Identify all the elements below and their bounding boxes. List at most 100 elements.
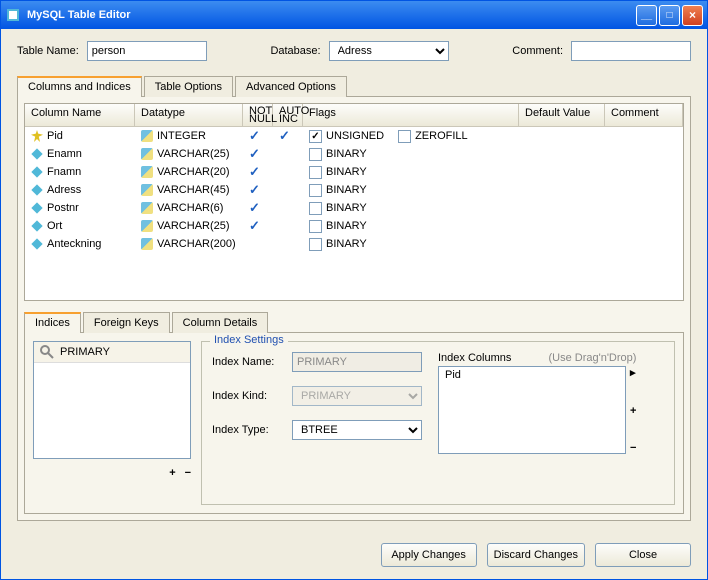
datatype-icon [141,220,153,232]
not-null-cell[interactable]: ✓ [243,182,273,198]
close-dialog-button[interactable]: Close [595,543,691,567]
index-type-label: Index Type: [212,424,284,436]
column-name-cell: Anteckning [47,238,101,250]
flag-label: BINARY [326,184,367,196]
column-name-cell: Postnr [47,202,79,214]
datatype-cell: VARCHAR(25) [157,220,230,232]
header-flags[interactable]: Flags [303,104,519,126]
header-datatype[interactable]: Datatype [135,104,243,126]
key-icon [31,130,43,142]
flags-cell: BINARY [303,148,519,161]
unsigned-checkbox[interactable] [309,130,322,143]
datatype-icon [141,148,153,160]
binary-checkbox[interactable] [309,184,322,197]
index-kind-select[interactable]: PRIMARY [292,386,422,406]
flag-label: BINARY [326,148,367,160]
sub-tabs: Indices Foreign Keys Column Details [24,311,684,333]
datatype-icon [141,130,153,142]
database-label: Database: [270,45,320,57]
index-list-item[interactable]: PRIMARY [34,342,190,363]
close-button[interactable]: × [682,5,703,26]
binary-checkbox[interactable] [309,238,322,251]
column-icon [31,238,42,249]
datatype-cell: VARCHAR(6) [157,202,223,214]
index-icon [40,345,54,359]
index-settings-title: Index Settings [210,334,288,346]
header-not-null[interactable]: NOT NULL [243,104,273,126]
dragdrop-hint: (Use Drag'n'Drop) [548,352,636,364]
subtab-indices[interactable]: Indices [24,312,81,333]
binary-checkbox[interactable] [309,166,322,179]
minimize-button[interactable]: __ [636,5,657,26]
subtab-foreign-keys[interactable]: Foreign Keys [83,312,170,333]
header-column-name[interactable]: Column Name [25,104,135,126]
datatype-icon [141,166,153,178]
table-row[interactable]: EnamnVARCHAR(25)✓BINARY [25,145,683,163]
table-name-input[interactable] [87,41,207,61]
flags-cell: BINARY [303,220,519,233]
flag-label: ZEROFILL [415,130,468,142]
header-auto-inc[interactable]: AUTO INC [273,104,303,126]
index-columns-box[interactable]: Pid [438,366,626,454]
tab-advanced-options[interactable]: Advanced Options [235,76,347,97]
not-null-cell[interactable]: ✓ [243,200,273,216]
index-name-input[interactable] [292,352,422,372]
move-right-button[interactable]: ▸ [630,366,636,379]
not-null-cell[interactable]: ✓ [243,164,273,180]
subtab-column-details[interactable]: Column Details [172,312,269,333]
table-row[interactable]: AdressVARCHAR(45)✓BINARY [25,181,683,199]
discard-changes-button[interactable]: Discard Changes [487,543,585,567]
indices-panel: PRIMARY + − Index Settings Index Name: [24,333,684,514]
datatype-icon [141,238,153,250]
maximize-button[interactable]: □ [659,5,680,26]
auto-inc-cell[interactable]: ✓ [273,128,303,144]
remove-index-button[interactable]: − [185,467,191,479]
table-row[interactable]: FnamnVARCHAR(20)✓BINARY [25,163,683,181]
index-column-item[interactable]: Pid [445,369,619,381]
binary-checkbox[interactable] [309,220,322,233]
flags-cell: BINARY [303,238,519,251]
flag-label: BINARY [326,238,367,250]
table-row[interactable]: AnteckningVARCHAR(200)BINARY [25,235,683,253]
table-row[interactable]: PidINTEGER✓✓UNSIGNEDZEROFILL [25,127,683,145]
not-null-cell[interactable]: ✓ [243,146,273,162]
table-name-label: Table Name: [17,45,79,57]
index-list-item-label: PRIMARY [60,346,110,358]
columns-grid: Column Name Datatype NOT NULL AUTO INC F… [24,103,684,301]
apply-changes-button[interactable]: Apply Changes [381,543,477,567]
column-name-cell: Ort [47,220,62,232]
binary-checkbox[interactable] [309,148,322,161]
flag-label: BINARY [326,202,367,214]
not-null-cell[interactable]: ✓ [243,218,273,234]
binary-checkbox[interactable] [309,202,322,215]
comment-label: Comment: [512,45,563,57]
remove-column-button[interactable]: − [630,442,636,454]
column-icon [31,184,42,195]
column-icon [31,220,42,231]
not-null-cell[interactable]: ✓ [243,128,273,144]
zerofill-checkbox[interactable] [398,130,411,143]
titlebar[interactable]: MySQL Table Editor __ □ × [1,1,707,29]
database-select[interactable]: Adress [329,41,449,61]
header-default-value[interactable]: Default Value [519,104,605,126]
index-settings: Index Settings Index Name: Index Kind: P… [201,341,675,505]
column-icon [31,202,42,213]
add-column-button[interactable]: + [630,405,636,417]
index-type-select[interactable]: BTREE [292,420,422,440]
flag-label: UNSIGNED [326,130,384,142]
button-bar: Apply Changes Discard Changes Close [1,531,707,579]
add-index-button[interactable]: + [169,467,175,479]
column-name-cell: Fnamn [47,166,81,178]
header-comment[interactable]: Comment [605,104,683,126]
table-row[interactable]: Ort VARCHAR(25) ✓ BINARY [25,217,683,235]
comment-input[interactable] [571,41,691,61]
datatype-icon [141,202,153,214]
table-row[interactable]: Postnr VARCHAR(6) ✓ BINARY [25,199,683,217]
index-list[interactable]: PRIMARY [33,341,191,459]
window-title: MySQL Table Editor [27,9,636,21]
datatype-cell: VARCHAR(25) [157,148,230,160]
tab-columns-indices[interactable]: Columns and Indices [17,76,142,97]
tab-table-options[interactable]: Table Options [144,76,233,97]
columns-panel: Column Name Datatype NOT NULL AUTO INC F… [17,97,691,521]
app-icon [5,7,21,23]
